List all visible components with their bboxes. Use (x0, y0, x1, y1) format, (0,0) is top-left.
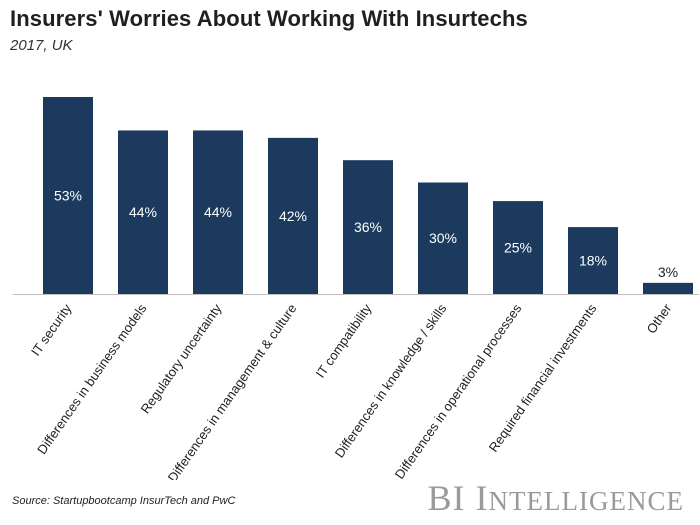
value-labels-layer: 53% 44% 44% 42% 36% 30% 25% 18% 3% (54, 188, 678, 280)
bar-value-label-6: 30% (429, 230, 457, 246)
bar-value-label-1: 53% (54, 188, 82, 204)
category-label-3: Regulatory uncertainty (138, 301, 225, 417)
bar-value-label-4: 42% (279, 208, 307, 224)
bar-2 (118, 130, 168, 294)
bar-7 (493, 201, 543, 294)
bar-value-label-7: 25% (504, 240, 532, 256)
bar-value-label-8: 18% (579, 253, 607, 269)
bar-4 (268, 137, 318, 294)
bar-1 (43, 97, 93, 294)
source-note: Source: Startupbootcamp InsurTech and Pw… (12, 495, 236, 507)
brand-intelligence-rest: NTELLIGENCE (488, 486, 684, 516)
chart-subtitle: 2017, UK (10, 37, 73, 54)
chart-title: Insurers' Worries About Working With Ins… (10, 6, 528, 31)
bar-value-label-9: 3% (658, 264, 678, 280)
category-label-7: Differences in operational processes (392, 301, 525, 480)
category-label-4: Differences in management & culture (165, 301, 300, 480)
brand-intelligence-cap: I (475, 478, 489, 518)
bar-5 (343, 160, 393, 294)
bi-intelligence-logo: BI INTELLIGENCE (428, 477, 684, 519)
bar-8 (568, 227, 618, 294)
category-label-1: IT security (28, 301, 75, 359)
bar-value-label-2: 44% (129, 204, 157, 220)
bar-9 (643, 282, 693, 294)
bar-value-label-3: 44% (204, 204, 232, 220)
bar-value-label-5: 36% (354, 219, 382, 235)
bars-layer (43, 97, 693, 294)
bar-chart: 53%44% 44% 42%36%30%25%18%3% IT securityDi… (13, 97, 699, 480)
category-label-9: Other (644, 301, 675, 337)
bar-3 (193, 130, 243, 294)
brand-bi: BI (427, 478, 466, 518)
category-label-5: IT compatibility (313, 301, 375, 381)
bar-6 (418, 182, 468, 294)
